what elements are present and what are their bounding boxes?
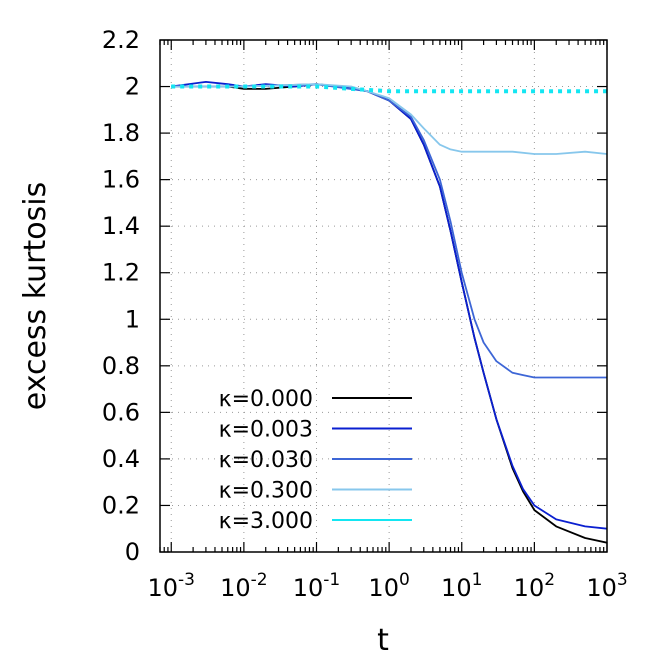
y-tick-label: 2: [125, 73, 140, 101]
y-tick-label: 0: [125, 538, 140, 566]
y-tick-label: 0.6: [102, 398, 140, 426]
legend-label-1: κ=0.003: [219, 418, 313, 443]
y-tick-label: 0.4: [102, 445, 140, 473]
y-tick-label: 1.8: [102, 119, 140, 147]
plot-frame: [159, 39, 608, 553]
y-tick-label: 1.4: [102, 212, 140, 240]
series-line-3: [171, 83, 607, 155]
series-lines: [171, 81, 607, 544]
legend-label-4: κ=3.000: [219, 509, 313, 534]
x-tick-label: 10-3: [147, 570, 195, 602]
y-tick-label: 1.6: [102, 166, 140, 194]
series-line-0: [171, 83, 607, 544]
x-tick-label: 10-1: [293, 570, 341, 602]
legend-label-3: κ=0.300: [219, 479, 313, 504]
series-line-2: [171, 83, 607, 379]
y-tick-label: 0.8: [102, 352, 140, 380]
legend: κ=0.000 κ=0.003 κ=0.030 κ=0.300 κ=3.000: [219, 387, 412, 534]
y-tick-label: 1: [125, 305, 140, 333]
tick-labels: 10-3 10-2 10-1 100 101 102 103 0 0.2 0.4 0.6 0.8 1 1.…: [102, 26, 628, 602]
x-tick-label: 10-2: [220, 570, 268, 602]
x-axis-title: t: [377, 623, 389, 658]
y-tick-label: 2.2: [102, 26, 140, 54]
y-tick-label: 1.2: [102, 259, 140, 287]
x-tick-label: 103: [586, 570, 627, 602]
axis-ticks: [159, 39, 608, 553]
x-tick-label: 102: [514, 570, 555, 602]
y-axis-title: excess kurtosis: [18, 182, 53, 410]
x-tick-label: 100: [368, 570, 409, 602]
legend-label-2: κ=0.030: [219, 448, 313, 473]
series-line-4: [171, 84, 607, 94]
grid: [160, 39, 608, 553]
x-tick-label: 101: [441, 570, 482, 602]
legend-label-0: κ=0.000: [219, 387, 313, 412]
y-tick-label: 0.2: [102, 491, 140, 519]
